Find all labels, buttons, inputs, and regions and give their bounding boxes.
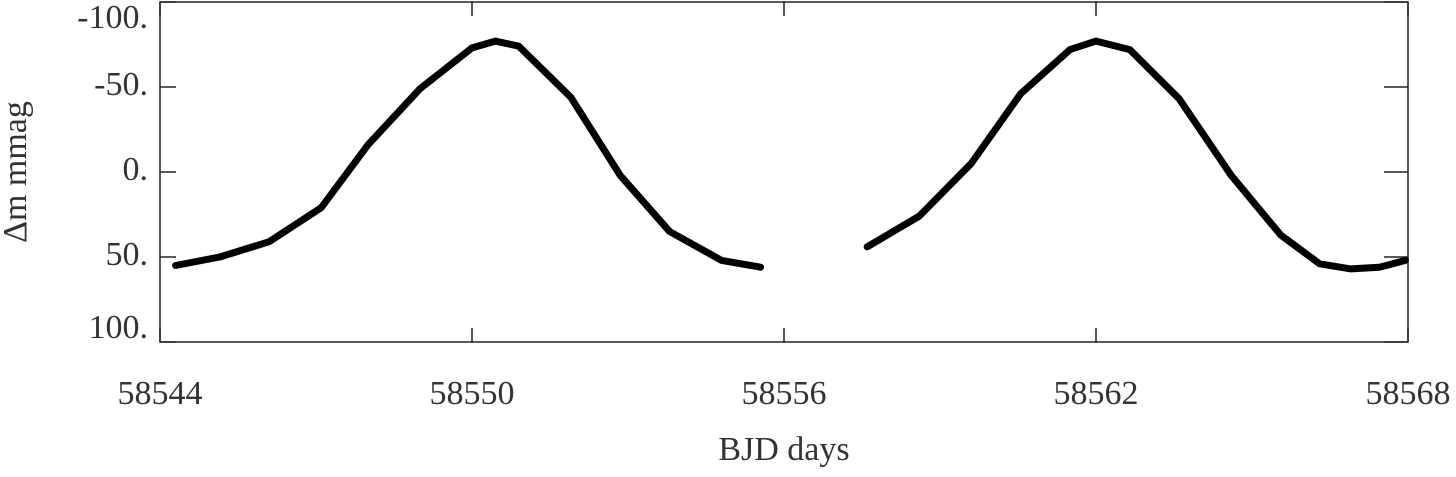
x-tick-label: 58550: [430, 375, 515, 412]
y-tick-label: 100.: [89, 309, 149, 346]
y-tick-label: -50.: [94, 66, 148, 103]
y-tick-label: -100.: [77, 0, 148, 36]
y-tick-label: 0.: [123, 151, 149, 188]
x-tick-label: 58562: [1054, 375, 1139, 412]
x-tick-label: 58544: [118, 375, 203, 412]
y-axis-label: Δm mmag: [0, 101, 34, 243]
y-tick-label: 50.: [106, 236, 149, 273]
x-tick-label: 58556: [742, 375, 827, 412]
light-curve: [172, 37, 1409, 273]
x-axis-label: BJD days: [718, 431, 849, 468]
x-tick-label: 58568: [1366, 375, 1451, 412]
